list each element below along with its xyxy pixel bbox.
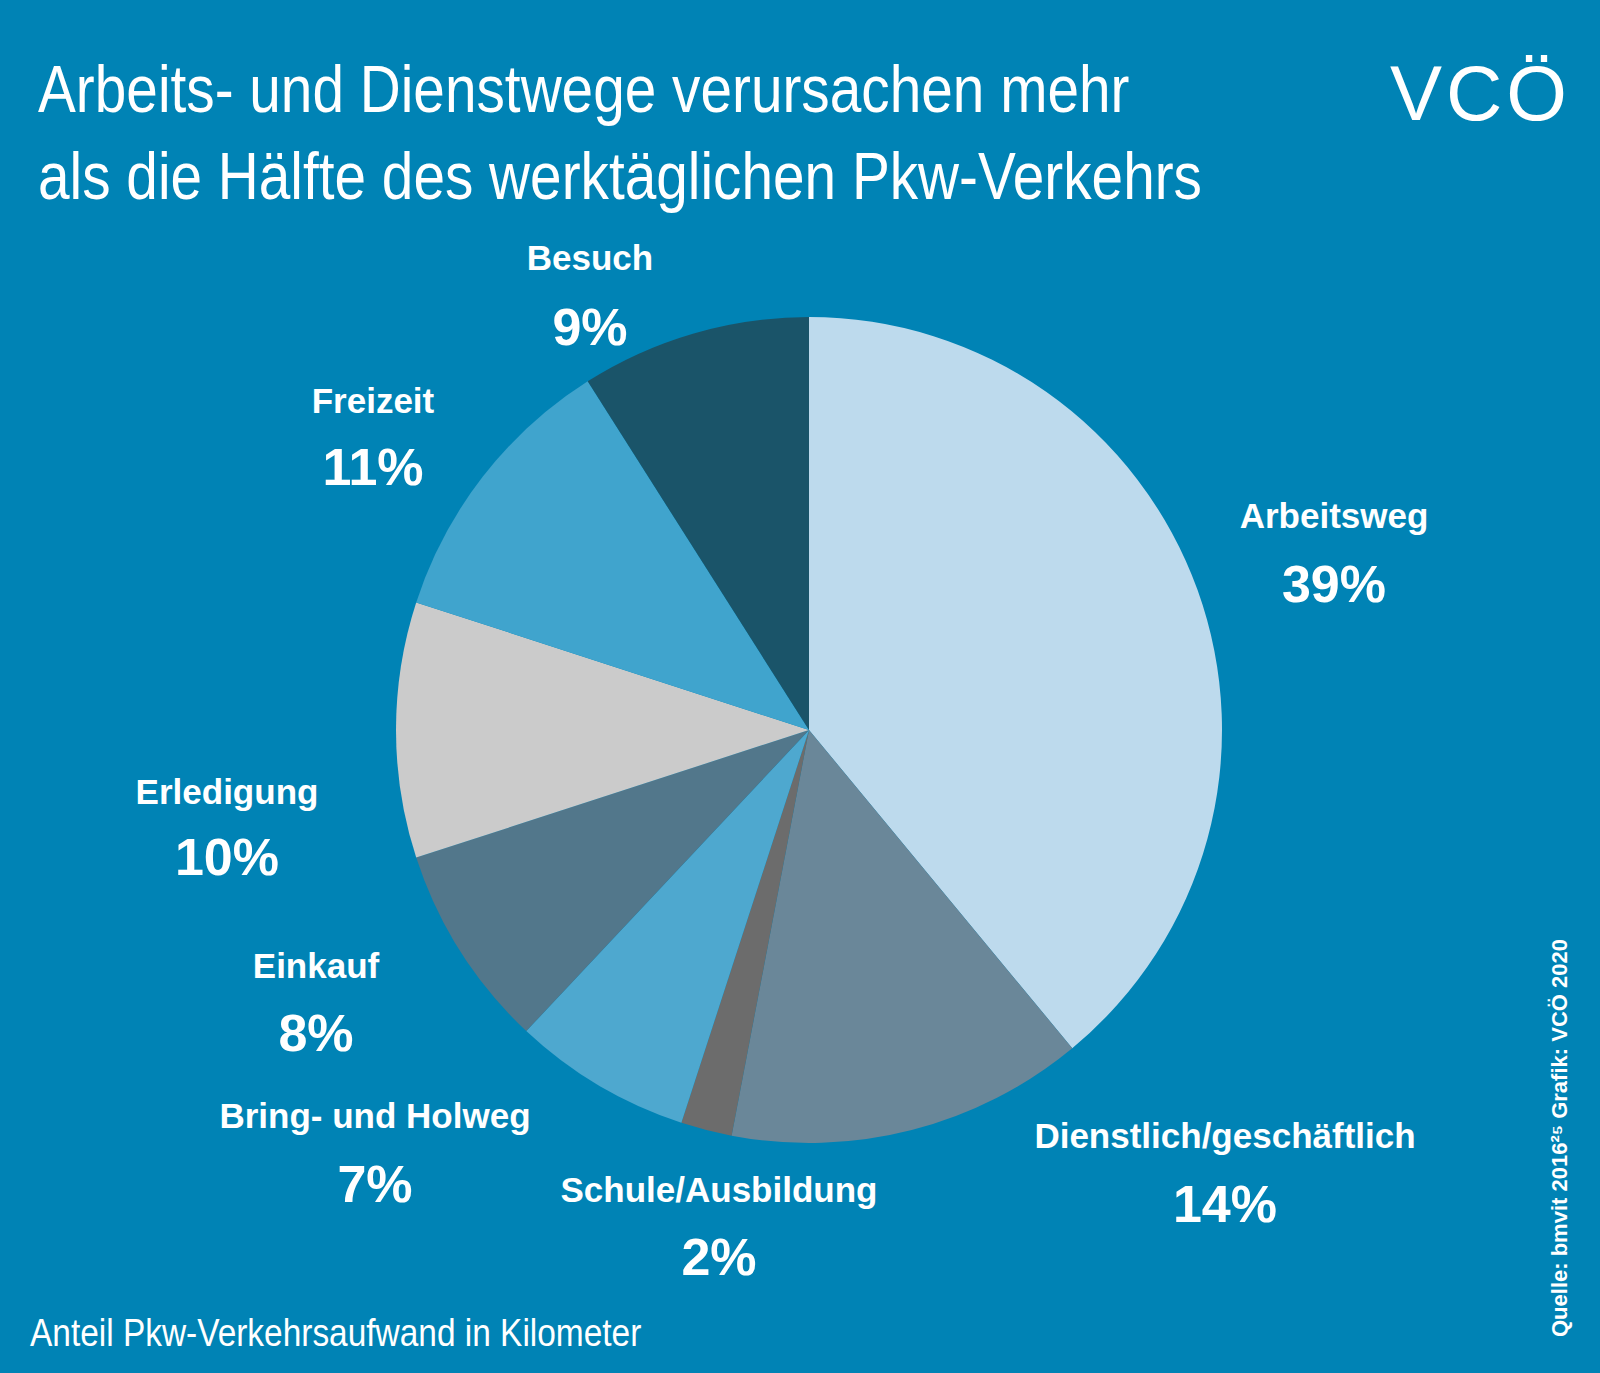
svg-text:39%: 39%: [1282, 555, 1386, 613]
svg-text:Dienstlich/geschäftlich: Dienstlich/geschäftlich: [1034, 1116, 1415, 1155]
svg-text:Bring- und Holweg: Bring- und Holweg: [219, 1096, 530, 1135]
svg-text:Schule/Ausbildung: Schule/Ausbildung: [561, 1170, 878, 1209]
svg-text:Freizeit: Freizeit: [312, 381, 435, 420]
svg-text:Arbeits- und Dienstwege verurs: Arbeits- und Dienstwege verursachen mehr: [38, 52, 1129, 126]
svg-text:Quelle: bmvit 2016²⁵ Grafik: V: Quelle: bmvit 2016²⁵ Grafik: VCÖ 2020: [1547, 939, 1572, 1337]
svg-text:Erledigung: Erledigung: [136, 772, 319, 811]
svg-text:11%: 11%: [322, 438, 423, 496]
svg-text:8%: 8%: [278, 1004, 353, 1062]
svg-text:als die Hälfte des werktäglich: als die Hälfte des werktäglichen Pkw-Ver…: [38, 139, 1202, 213]
svg-text:Einkauf: Einkauf: [253, 946, 380, 985]
svg-text:Besuch: Besuch: [527, 238, 653, 277]
svg-text:9%: 9%: [552, 298, 627, 356]
svg-text:10%: 10%: [175, 828, 279, 886]
svg-text:Arbeitsweg: Arbeitsweg: [1240, 496, 1429, 535]
svg-text:VCÖ: VCÖ: [1390, 49, 1571, 137]
svg-text:7%: 7%: [337, 1155, 412, 1213]
svg-text:2%: 2%: [681, 1228, 756, 1286]
svg-text:14%: 14%: [1173, 1175, 1277, 1233]
svg-text:Anteil Pkw-Verkehrsaufwand in: Anteil Pkw-Verkehrsaufwand in Kilometer: [30, 1312, 641, 1354]
